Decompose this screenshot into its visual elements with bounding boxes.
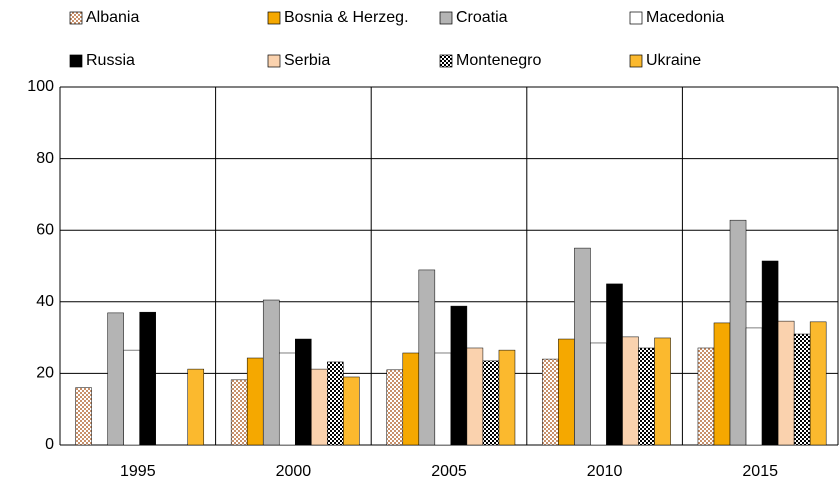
bar (418, 269, 436, 446)
bar (482, 360, 500, 446)
bar (343, 376, 360, 446)
y-tick-label: 0 (45, 436, 54, 453)
bar (311, 368, 328, 446)
legend-swatch (439, 11, 453, 25)
legend-label: Albania (86, 9, 139, 26)
bar (262, 299, 280, 446)
legend-swatch (629, 11, 643, 25)
bar (434, 352, 452, 446)
bar (697, 347, 715, 446)
bar (793, 333, 811, 446)
bar (574, 247, 591, 446)
bar (590, 342, 607, 446)
bar (246, 357, 264, 446)
legend-swatch (629, 54, 643, 68)
x-tick-label: 2005 (431, 463, 467, 480)
legend-label: Ukraine (646, 52, 701, 69)
legend-swatch (267, 54, 281, 68)
bar (542, 358, 559, 446)
legend-swatch (439, 54, 453, 68)
x-tick-label: 2000 (276, 463, 312, 480)
bar (622, 336, 639, 446)
legend-swatch (267, 11, 281, 25)
x-tick-label: 2015 (742, 463, 778, 480)
bar (745, 327, 763, 446)
bar (75, 387, 92, 446)
bar (450, 305, 468, 446)
bar (187, 368, 205, 446)
legend-swatch (69, 54, 83, 68)
legend-label: Macedonia (646, 9, 724, 26)
bar (638, 347, 655, 446)
bar (466, 347, 484, 446)
bar (713, 322, 731, 446)
y-tick-label: 20 (36, 365, 54, 382)
bar (402, 352, 420, 446)
legend-swatch (69, 11, 83, 25)
bar (558, 338, 575, 446)
bar (107, 312, 124, 446)
bar (498, 349, 516, 446)
bar (386, 369, 404, 446)
bar (295, 338, 312, 446)
bar (761, 260, 779, 446)
legend-label: Montenegro (456, 52, 541, 69)
bar (809, 321, 827, 446)
y-tick-label: 80 (36, 150, 54, 167)
bar (606, 283, 623, 446)
y-tick-label: 60 (36, 221, 54, 238)
bar (654, 337, 671, 446)
bar (327, 361, 344, 446)
bar (123, 349, 140, 446)
y-tick-label: 100 (27, 78, 54, 95)
legend-label: Serbia (284, 52, 330, 69)
bar (230, 379, 248, 446)
y-tick-label: 40 (36, 293, 54, 310)
x-tick-label: 1995 (120, 463, 156, 480)
bar (729, 219, 747, 446)
bar (139, 311, 156, 446)
x-tick-label: 2010 (587, 463, 623, 480)
legend-label: Croatia (456, 9, 508, 26)
legend-label: Russia (86, 52, 135, 69)
legend-label: Bosnia & Herzeg. (284, 9, 409, 26)
bar (278, 352, 296, 446)
bar (777, 320, 795, 446)
